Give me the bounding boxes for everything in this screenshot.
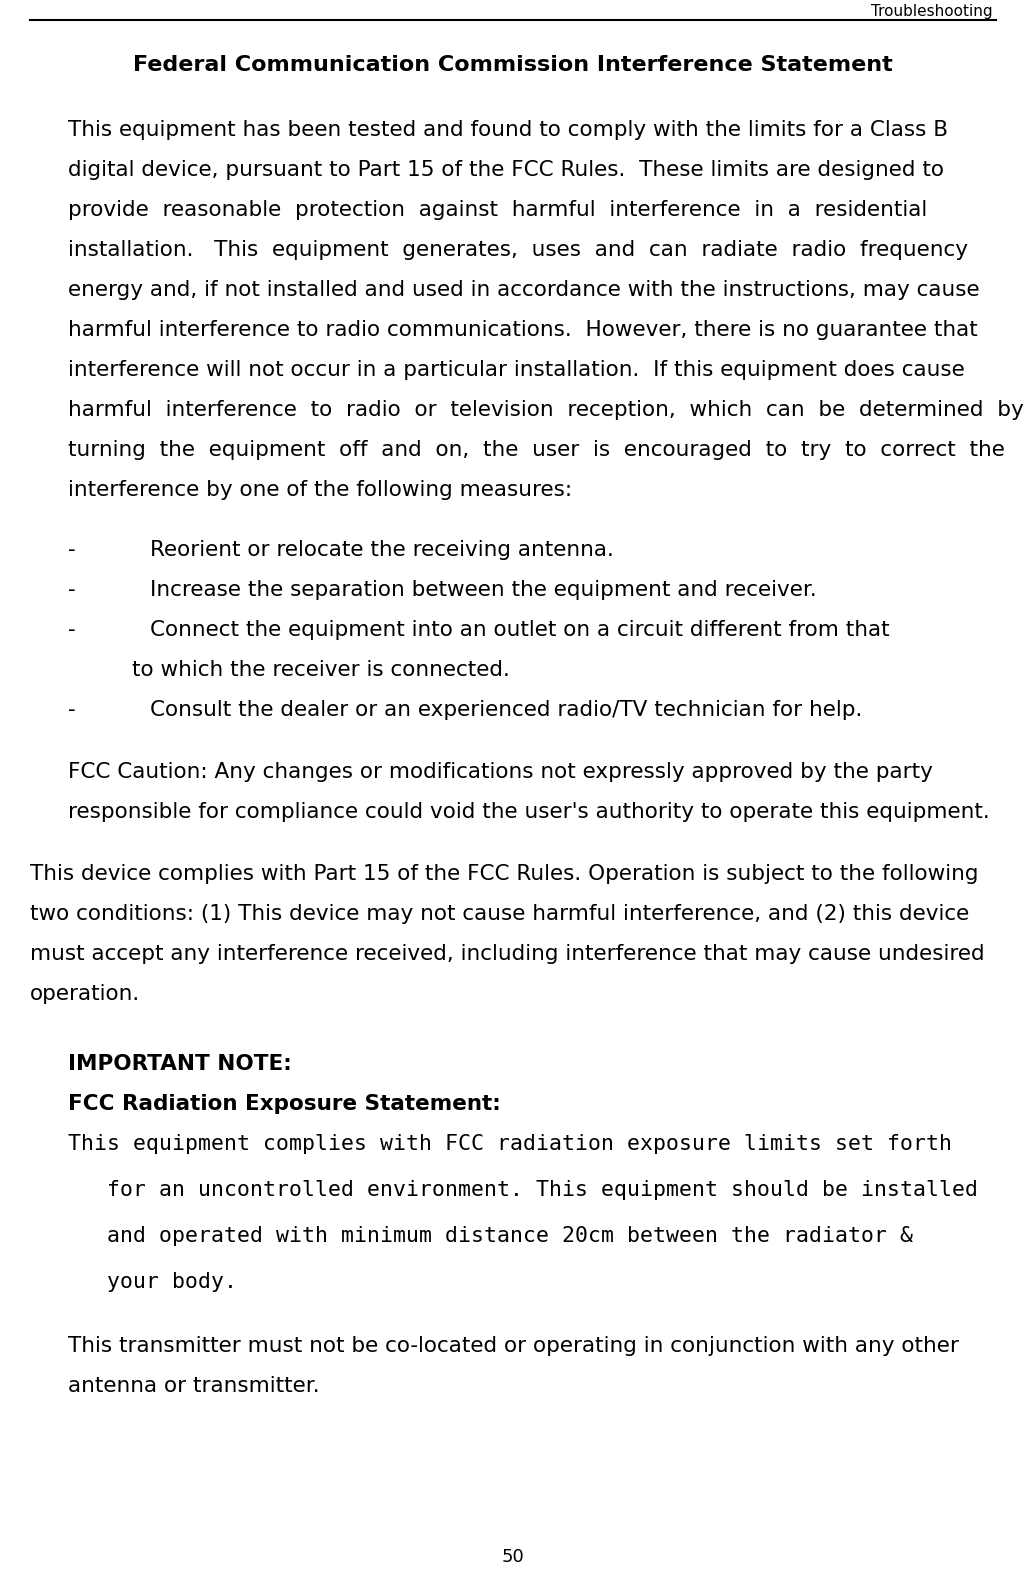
- Text: and operated with minimum distance 20cm between the radiator &: and operated with minimum distance 20cm …: [68, 1226, 913, 1247]
- Text: This equipment has been tested and found to comply with the limits for a Class B: This equipment has been tested and found…: [68, 120, 948, 139]
- Text: antenna or transmitter.: antenna or transmitter.: [68, 1376, 320, 1396]
- Text: digital device, pursuant to Part 15 of the FCC Rules.  These limits are designed: digital device, pursuant to Part 15 of t…: [68, 160, 944, 181]
- Text: must accept any interference received, including interference that may cause und: must accept any interference received, i…: [30, 944, 985, 965]
- Text: Reorient or relocate the receiving antenna.: Reorient or relocate the receiving anten…: [150, 540, 614, 561]
- Text: two conditions: (1) This device may not cause harmful interference, and (2) this: two conditions: (1) This device may not …: [30, 904, 970, 923]
- Text: interference by one of the following measures:: interference by one of the following mea…: [68, 480, 573, 501]
- Text: harmful interference to radio communications.  However, there is no guarantee th: harmful interference to radio communicat…: [68, 320, 978, 341]
- Text: energy and, if not installed and used in accordance with the instructions, may c: energy and, if not installed and used in…: [68, 280, 980, 299]
- Text: -: -: [68, 619, 76, 640]
- Text: interference will not occur in a particular installation.  If this equipment doe: interference will not occur in a particu…: [68, 360, 964, 380]
- Text: IMPORTANT NOTE:: IMPORTANT NOTE:: [68, 1053, 291, 1074]
- Text: responsible for compliance could void the user's authority to operate this equip: responsible for compliance could void th…: [68, 802, 990, 822]
- Text: Consult the dealer or an experienced radio/TV technician for help.: Consult the dealer or an experienced rad…: [150, 700, 863, 721]
- Text: This transmitter must not be co-located or operating in conjunction with any oth: This transmitter must not be co-located …: [68, 1335, 959, 1356]
- Text: turning  the  equipment  off  and  on,  the  user  is  encouraged  to  try  to  : turning the equipment off and on, the us…: [68, 440, 1004, 459]
- Text: -: -: [68, 700, 76, 721]
- Text: Troubleshooting: Troubleshooting: [871, 5, 993, 19]
- Text: to which the receiver is connected.: to which the receiver is connected.: [132, 661, 510, 680]
- Text: installation.   This  equipment  generates,  uses  and  can  radiate  radio  fre: installation. This equipment generates, …: [68, 241, 968, 260]
- Text: your body.: your body.: [68, 1272, 237, 1293]
- Text: provide  reasonable  protection  against  harmful  interference  in  a  resident: provide reasonable protection against ha…: [68, 200, 928, 220]
- Text: FCC Caution: Any changes or modifications not expressly approved by the party: FCC Caution: Any changes or modification…: [68, 762, 933, 782]
- Text: for an uncontrolled environment. This equipment should be installed: for an uncontrolled environment. This eq…: [68, 1180, 978, 1201]
- Text: FCC Radiation Exposure Statement:: FCC Radiation Exposure Statement:: [68, 1095, 501, 1114]
- Text: operation.: operation.: [30, 984, 141, 1004]
- Text: Connect the equipment into an outlet on a circuit different from that: Connect the equipment into an outlet on …: [150, 619, 890, 640]
- Text: Increase the separation between the equipment and receiver.: Increase the separation between the equi…: [150, 580, 817, 600]
- Text: -: -: [68, 540, 76, 561]
- Text: This equipment complies with FCC radiation exposure limits set forth: This equipment complies with FCC radiati…: [68, 1134, 952, 1155]
- Text: This device complies with Part 15 of the FCC Rules. Operation is subject to the : This device complies with Part 15 of the…: [30, 863, 979, 884]
- Text: harmful  interference  to  radio  or  television  reception,  which  can  be  de: harmful interference to radio or televis…: [68, 401, 1024, 420]
- Text: 50: 50: [502, 1548, 524, 1567]
- Text: -: -: [68, 580, 76, 600]
- Text: Federal Communication Commission Interference Statement: Federal Communication Commission Interfe…: [133, 55, 893, 74]
